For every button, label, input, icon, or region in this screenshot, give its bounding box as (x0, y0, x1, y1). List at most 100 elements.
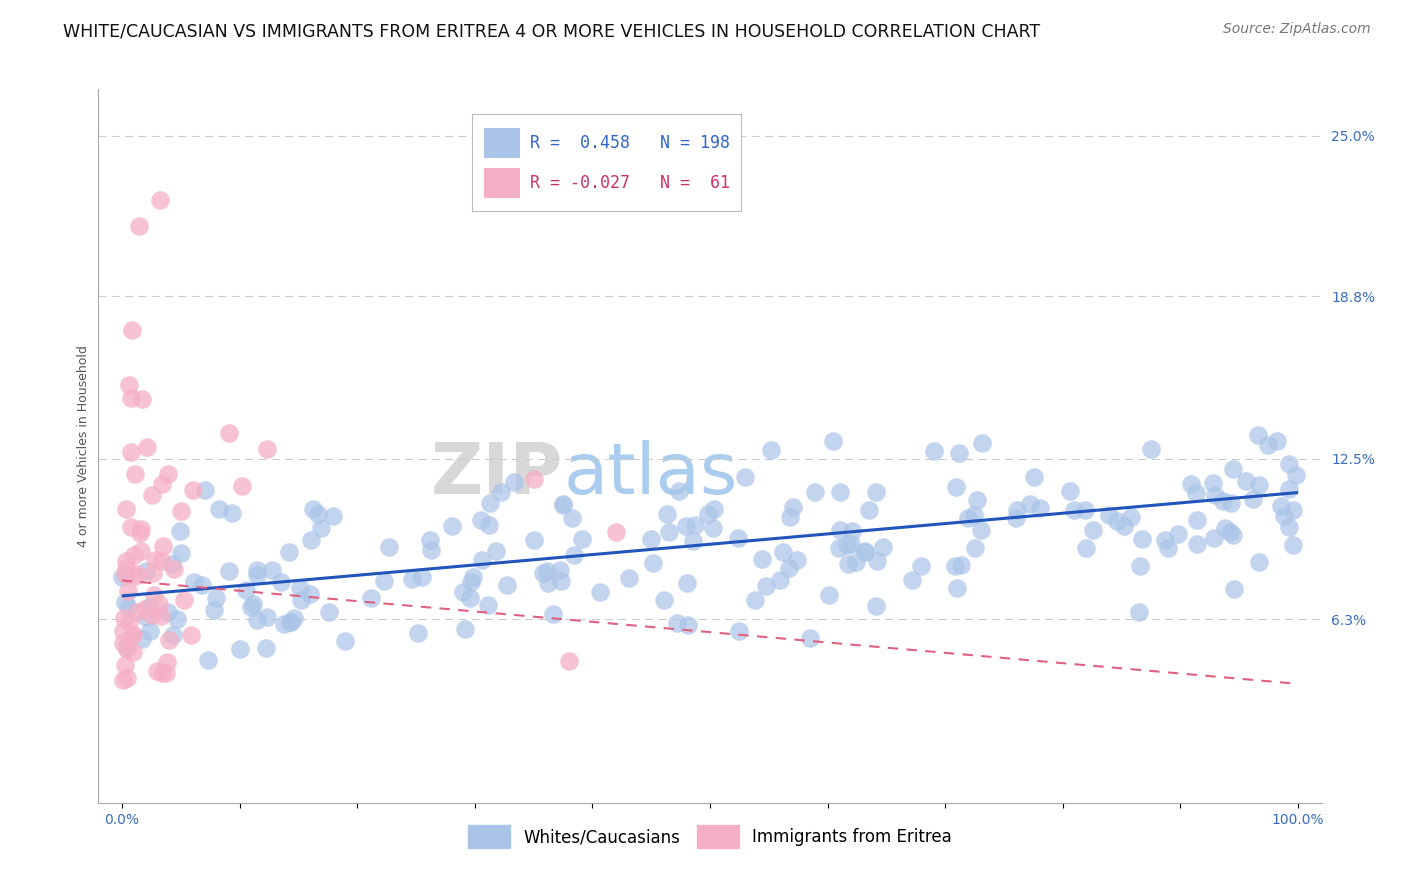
Y-axis label: 4 or more Vehicles in Household: 4 or more Vehicles in Household (77, 345, 90, 547)
Point (124, 467, 146, 481)
Point (157, 605, 180, 619)
Point (970, 435, 993, 450)
Point (1028, 501, 1050, 516)
Point (460, 575, 482, 590)
Point (1202, 475, 1225, 490)
Point (149, 194, 172, 208)
Point (117, 599, 139, 614)
Point (111, 570, 134, 584)
Point (485, 544, 508, 558)
Point (675, 519, 697, 533)
Point (360, 591, 382, 605)
Point (290, 593, 312, 607)
Point (956, 511, 979, 525)
Point (401, 572, 423, 586)
Point (821, 434, 844, 448)
Point (419, 533, 441, 547)
Point (135, 564, 157, 578)
Point (180, 628, 202, 642)
Point (162, 627, 184, 641)
Point (441, 519, 464, 533)
Point (458, 591, 481, 606)
Point (115, 671, 138, 685)
Point (138, 599, 160, 614)
Point (943, 558, 966, 573)
Point (277, 545, 299, 559)
Point (1202, 531, 1225, 545)
Point (1247, 478, 1270, 492)
Point (769, 573, 792, 587)
Point (477, 598, 499, 612)
Point (139, 624, 162, 638)
Point (231, 478, 253, 492)
Point (318, 605, 340, 619)
Point (841, 537, 863, 551)
Point (270, 574, 292, 589)
Point (666, 615, 689, 630)
Point (246, 613, 269, 627)
Point (112, 611, 135, 625)
Point (115, 561, 138, 575)
FancyBboxPatch shape (484, 168, 520, 198)
Point (531, 566, 554, 580)
Text: atlas: atlas (564, 440, 738, 509)
Point (827, 541, 849, 556)
Point (152, 539, 174, 553)
Point (256, 610, 278, 624)
Point (117, 584, 139, 599)
Point (309, 521, 332, 535)
Text: R = -0.027   N =  61: R = -0.027 N = 61 (530, 174, 730, 192)
Point (1129, 558, 1152, 573)
Point (114, 567, 136, 582)
Point (420, 542, 443, 557)
Point (256, 442, 278, 456)
Point (837, 538, 859, 552)
Point (1154, 533, 1177, 548)
Point (1215, 521, 1237, 535)
Point (703, 501, 725, 516)
Point (122, 627, 145, 641)
Point (727, 624, 749, 638)
Point (589, 584, 612, 599)
Point (190, 577, 212, 591)
Point (855, 544, 877, 558)
Point (643, 556, 665, 570)
Point (170, 545, 193, 559)
Point (1063, 503, 1085, 517)
Point (543, 607, 565, 621)
Point (1204, 488, 1226, 502)
Point (155, 666, 177, 681)
Point (782, 500, 804, 514)
Point (853, 545, 876, 559)
Point (676, 575, 699, 590)
Point (858, 503, 880, 517)
Point (143, 552, 166, 566)
Point (1247, 428, 1270, 442)
Point (562, 548, 585, 562)
Point (142, 566, 165, 580)
Point (1180, 477, 1202, 491)
Point (169, 504, 191, 518)
Point (157, 467, 180, 482)
Point (141, 608, 163, 623)
Point (150, 476, 173, 491)
Point (1222, 528, 1244, 542)
Point (1098, 508, 1121, 523)
Point (208, 502, 231, 516)
Point (1247, 554, 1270, 568)
Point (117, 642, 139, 657)
Point (181, 483, 204, 497)
Point (617, 571, 640, 585)
Point (744, 592, 766, 607)
Point (1272, 509, 1295, 524)
Point (122, 645, 145, 659)
Point (242, 597, 264, 611)
Point (496, 578, 519, 592)
Point (786, 553, 808, 567)
Point (118, 377, 141, 392)
Point (489, 484, 512, 499)
Point (205, 591, 228, 606)
Point (150, 608, 173, 623)
Point (411, 570, 433, 584)
Point (1139, 442, 1161, 456)
